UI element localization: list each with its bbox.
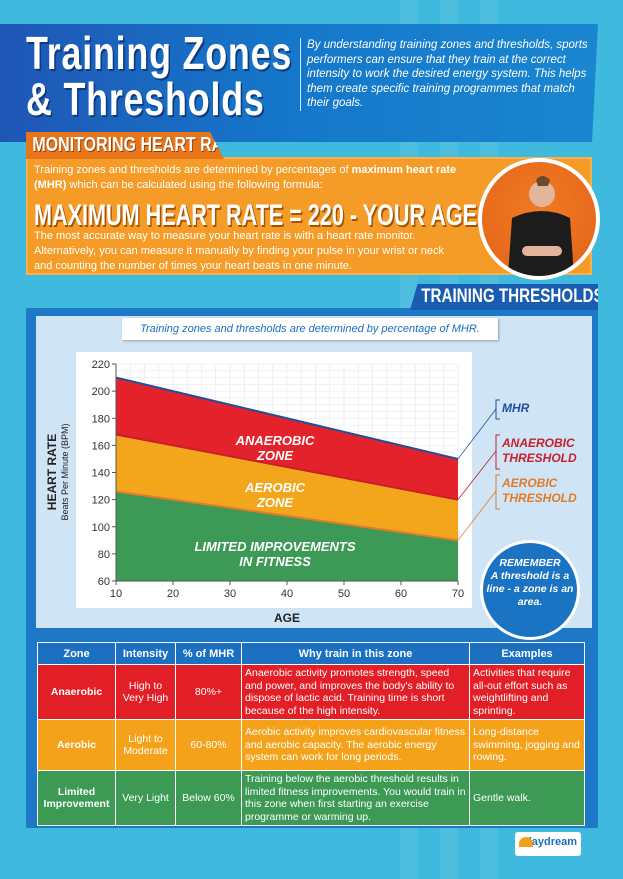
col-why: Why train in this zone (241, 642, 470, 665)
x-axis-label: AGE (274, 611, 300, 625)
zone-cell: Aerobic (37, 719, 116, 771)
y-axis-sublabel: Beats Per Minute (BPM) (60, 423, 70, 520)
percent-cell: 60-80% (175, 719, 242, 771)
examples-cell: Gentle walk. (469, 770, 585, 826)
poster-header (0, 24, 598, 142)
text: Training zones and thresholds are determ… (34, 164, 352, 176)
zone-cell: Limited Improvement (37, 770, 116, 826)
x-tick-label: 70 (452, 588, 464, 600)
mhr-explanation: Training zones and thresholds are determ… (34, 163, 474, 193)
x-tick-label: 20 (167, 588, 179, 600)
mhr-term: maximum heart rate (MHR) (34, 164, 457, 191)
legend-label: THRESHOLD (502, 491, 577, 505)
mhr-formula: MAXIMUM HEART RATE = 220 - YOUR AGE (34, 199, 478, 232)
intensity-cell: Very Light (115, 770, 176, 826)
zone-area (116, 377, 458, 500)
zone-area (116, 434, 458, 541)
why-cell: Training below the aerobic threshold res… (241, 770, 470, 826)
thresholds-tab-label: TRAINING THRESHOLDS (421, 286, 604, 307)
y-tick-label: 160 (92, 440, 110, 452)
person-checking-pulse-icon (508, 176, 574, 276)
intro-text: By understanding training zones and thre… (300, 38, 592, 111)
zones-table: Zone Intensity % of MHR Why train in thi… (37, 642, 585, 826)
legend-bracket (495, 434, 500, 470)
legend-leader (457, 408, 497, 460)
y-tick-label: 100 (92, 522, 110, 534)
threshold-line (115, 376, 459, 460)
legend-bracket (495, 399, 500, 420)
remember-text: A threshold is a line - a zone is an are… (486, 570, 574, 608)
y-tick-label: 60 (98, 576, 110, 588)
monitoring-tab: MONITORING HEART RATE (26, 132, 224, 159)
legend-leader (457, 490, 497, 541)
legend-leader (457, 450, 497, 500)
y-tick-label: 180 (92, 413, 110, 425)
zone-label: ZONE (256, 495, 293, 510)
daydream-logo: daydream (515, 832, 581, 856)
y-tick-label: 220 (92, 359, 110, 371)
athlete-photo (478, 158, 600, 280)
zone-label: ANAEROBIC (235, 433, 315, 448)
intensity-cell: Light to Moderate (115, 719, 176, 771)
heart-rate-chart: 60 80 100 120 140 160 180 200 220 10 20 30 40 50 60 70 A… (45, 352, 577, 625)
x-tick-label: 10 (110, 588, 122, 600)
col-zone: Zone (37, 642, 116, 665)
y-tick-label: 140 (92, 468, 110, 480)
why-cell: Aerobic activity improves cardiovascular… (241, 719, 470, 771)
poster-title-line2: & Thresholds (26, 73, 265, 125)
examples-cell: Long-distance swimming, jogging and rowi… (469, 719, 585, 771)
percent-cell: 80%+ (175, 664, 242, 720)
x-tick-label: 30 (224, 588, 236, 600)
logo-text: daydream (525, 836, 577, 848)
zone-label: ZONE (256, 448, 293, 463)
percent-cell: Below 60% (175, 770, 242, 826)
legend-label: THRESHOLD (502, 451, 577, 465)
x-tick-label: 60 (395, 588, 407, 600)
y-tick-label: 200 (92, 386, 110, 398)
text: which can be calculated using the follow… (66, 179, 323, 191)
legend-label: AEROBIC (501, 476, 558, 490)
col-intensity: Intensity (115, 642, 176, 665)
legend-label: MHR (502, 401, 530, 415)
poster-title-line1: Training Zones (26, 27, 293, 79)
y-tick-label: 80 (98, 549, 110, 561)
threshold-line (115, 490, 459, 542)
y-tick-label: 120 (92, 495, 110, 507)
chart-caption: Training zones and thresholds are determ… (122, 318, 498, 340)
monitoring-tab-label: MONITORING HEART RATE (32, 134, 243, 156)
table-row: Limited Improvement Very Light Below 60% Tr… (37, 770, 585, 826)
remember-title: REMEMBER (499, 557, 561, 569)
table-row: Anaerobic High to Very High 80%+ Anaerobic … (37, 664, 585, 720)
table-header-row: Zone Intensity % of MHR Why train in thi… (37, 642, 585, 665)
y-axis-label: HEART RATE (45, 434, 59, 510)
zone-label: LIMITED IMPROVEMENTS (194, 539, 355, 554)
col-examples: Examples (469, 642, 585, 665)
legend-bracket (495, 474, 500, 510)
x-tick-label: 40 (281, 588, 293, 600)
logo-sun-icon (519, 837, 533, 847)
thresholds-tab: TRAINING THRESHOLDS (410, 284, 598, 310)
intensity-cell: High to Very High (115, 664, 176, 720)
col-percent: % of MHR (175, 642, 242, 665)
legend-label: ANAEROBIC (501, 436, 575, 450)
why-cell: Anaerobic activity promotes strength, sp… (241, 664, 470, 720)
zone-label: AEROBIC (244, 480, 306, 495)
zone-area (116, 491, 458, 581)
remember-badge: REMEMBER A threshold is a line - a zone i… (480, 540, 580, 640)
examples-cell: Activities that require all-out effort s… (469, 664, 585, 720)
measure-text: The most accurate way to measure your he… (34, 230, 445, 272)
x-tick-label: 50 (338, 588, 350, 600)
table-row: Aerobic Light to Moderate 60-80% Aerobic ac… (37, 719, 585, 771)
threshold-line (115, 433, 459, 501)
zone-label: IN FITNESS (239, 554, 311, 569)
zone-cell: Anaerobic (37, 664, 116, 720)
